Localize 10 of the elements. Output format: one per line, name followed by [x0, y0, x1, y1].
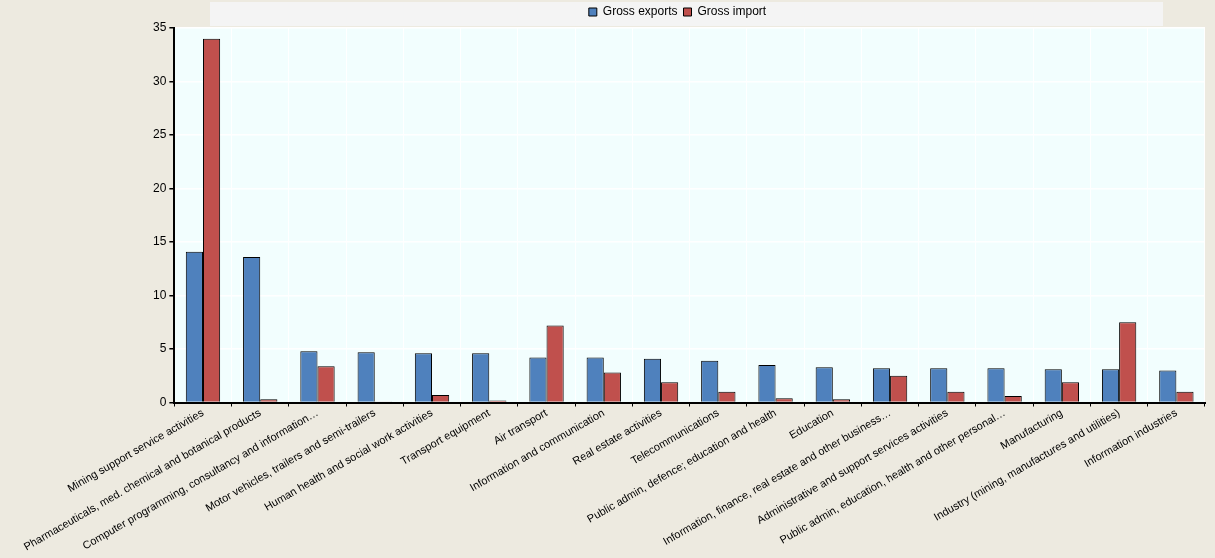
- y-tick-label: 0: [159, 394, 167, 409]
- y-tick-label: 5: [159, 341, 167, 356]
- legend-label: Gross import: [697, 4, 767, 19]
- legend-label: Gross exports: [602, 4, 678, 19]
- y-tick-label: 10: [152, 287, 167, 302]
- y-tick-label: 35: [152, 20, 167, 35]
- y-tick-label: 20: [152, 180, 167, 195]
- y-tick-label: 25: [152, 127, 167, 142]
- y-tick-label: 30: [152, 73, 167, 88]
- y-tick-label: 15: [152, 234, 167, 249]
